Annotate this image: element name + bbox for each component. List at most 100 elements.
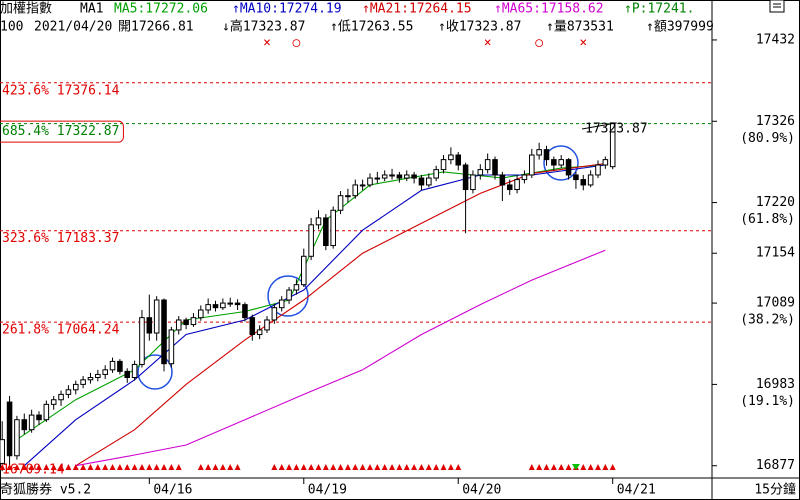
candle-body	[117, 360, 123, 372]
candle-body	[521, 174, 528, 181]
buy-signal	[131, 464, 138, 470]
candle-body	[50, 399, 57, 405]
y-tick-note: (38.2%)	[740, 313, 795, 328]
candle-body	[367, 177, 373, 186]
candle-body	[462, 164, 469, 191]
candle-body	[529, 154, 535, 176]
candle-body	[595, 164, 601, 176]
buy-signal	[352, 464, 359, 470]
buy-signal	[337, 464, 344, 470]
candle-body	[323, 217, 329, 247]
candle-body	[455, 154, 462, 166]
buy-signal	[594, 464, 601, 470]
buy-signal	[197, 464, 204, 470]
buy-signal	[602, 464, 609, 470]
level-label: 685.4% 17322.87	[2, 124, 119, 139]
candle-body	[573, 174, 579, 181]
candle-body	[396, 174, 403, 179]
buy-signal	[447, 464, 454, 470]
candle-body	[580, 179, 587, 186]
candle-body	[87, 377, 94, 381]
buy-signal	[330, 464, 337, 470]
buy-signal	[138, 464, 145, 470]
buy-signal	[21, 464, 28, 470]
y-tick-label: 17432	[756, 32, 795, 47]
legend-entry: ↑MA21:17264.15	[362, 2, 472, 17]
candle-body	[227, 302, 234, 305]
level-label: 323.6% 17183.37	[2, 231, 119, 246]
buy-signal	[550, 464, 557, 470]
y-tick-note: (61.8%)	[740, 212, 795, 227]
candle-body	[234, 302, 241, 306]
buy-signal	[234, 464, 241, 470]
candle-body	[359, 184, 366, 187]
buy-signal	[411, 464, 418, 470]
buy-signal	[433, 464, 440, 470]
candle-body	[403, 174, 410, 179]
candle-body	[543, 149, 550, 161]
buy-signal	[153, 464, 160, 470]
buy-signal	[403, 464, 410, 470]
signal-top: ○	[535, 36, 543, 51]
x-tick-label: 04/20	[462, 483, 501, 498]
sell-signal	[571, 464, 580, 470]
candle-body	[102, 369, 108, 375]
buy-signal	[227, 464, 234, 470]
buy-signal	[146, 464, 153, 470]
candle-body	[190, 317, 197, 326]
candle-body	[315, 217, 322, 226]
buy-signal	[315, 464, 322, 470]
candle-body	[337, 195, 344, 211]
candle-body	[28, 414, 35, 431]
candle-body	[551, 159, 557, 166]
buy-signal	[109, 464, 116, 470]
candle-body	[609, 122, 616, 168]
candle-body	[14, 419, 20, 457]
ma-line	[75, 249, 606, 467]
candle-body	[536, 149, 542, 156]
candle-body	[124, 370, 131, 379]
legend-entry: ↑MA10:17274.19	[232, 2, 342, 17]
signal-top: ×	[263, 36, 271, 51]
candle-body	[440, 159, 447, 171]
last-leader	[581, 122, 617, 130]
candle-body	[43, 403, 50, 421]
x-tick-label: 04/16	[153, 483, 192, 498]
legend-entry: MA5:17272.06	[114, 2, 208, 17]
buy-signal	[161, 464, 168, 470]
buy-signal	[271, 464, 278, 470]
candle-body	[65, 389, 72, 395]
candle-body	[139, 317, 145, 365]
window-button[interactable]	[769, 0, 785, 13]
candle-body	[6, 401, 13, 457]
buy-signal	[558, 464, 565, 470]
y-tick-label: 17326	[756, 114, 795, 129]
level-label: 423.6% 17376.14	[2, 83, 120, 98]
candle-body	[153, 299, 160, 334]
candle-body	[602, 159, 609, 166]
quote-field: ↑低17263.55	[330, 20, 413, 35]
y-tick-note: (19.1%)	[740, 394, 795, 409]
buy-signal	[425, 464, 432, 470]
y-tick-label: 17220	[756, 195, 795, 210]
buy-signal	[286, 464, 293, 470]
buy-signal	[50, 464, 57, 470]
candle-body	[278, 299, 285, 309]
buy-signal	[13, 464, 20, 470]
buy-signal	[116, 464, 123, 470]
highlight-circle	[543, 145, 579, 181]
buy-signal	[609, 464, 616, 470]
candle-body	[492, 159, 498, 176]
level-label: 261.8% 17064.24	[2, 323, 120, 338]
buy-signal	[587, 464, 594, 470]
candle-body	[389, 174, 395, 177]
buy-signal	[322, 464, 329, 470]
candle-body	[249, 317, 256, 336]
buy-signal	[344, 464, 351, 470]
candle-body	[293, 284, 300, 291]
buy-signal	[35, 464, 42, 470]
candle-body	[411, 174, 417, 179]
candle-body	[0, 439, 5, 464]
candle-body	[205, 304, 211, 311]
